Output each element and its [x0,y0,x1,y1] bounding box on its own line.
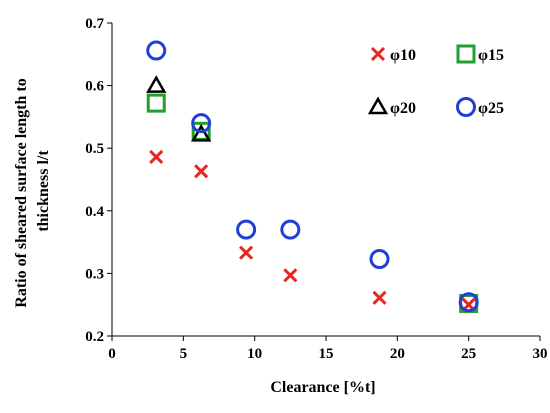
x-tick-label: 15 [319,346,334,362]
x-tick-label: 25 [461,346,476,362]
data-point-phi10 [149,149,164,165]
legend: φ10 φ15 φ20 φ25 [367,44,504,117]
data-point-phi10 [194,164,209,179]
data-point-phi10 [239,245,254,260]
x-marker-stroke [283,268,298,283]
data-point-phi10 [283,268,298,283]
data-point-phi20 [191,123,212,142]
x-axis-label: Clearance [%t] [270,379,375,396]
y-axis-label: Ratio of sheared surface length to thick… [13,74,52,307]
x-tick-label: 0 [108,346,116,362]
y-tick-label: 0.3 [85,266,104,282]
y-tick-label: 0.5 [85,141,104,157]
x-marker-stroke [372,290,387,305]
x-marker-stroke [370,46,386,62]
data-point-phi25 [458,292,479,313]
plot-frame [111,23,540,337]
x-marker-stroke [239,245,254,260]
x-tick-label: 5 [180,346,188,362]
legend-marker-phi15 [456,44,476,64]
y-tick-label: 0.7 [85,16,104,32]
data-point-phi10 [372,290,387,305]
x-tick-label: 20 [390,346,405,362]
legend-marker-phi25 [456,97,476,117]
y-tick-label: 0.4 [85,204,104,220]
data-point-phi20 [146,75,167,93]
x-marker-stroke [149,149,164,165]
y-axis-label-line-2: thickness l/t [35,150,52,232]
data-marks [146,40,479,313]
data-point-phi25 [280,219,301,240]
data-point-phi25 [236,219,257,240]
y-tick-label: 0.2 [85,329,104,345]
y-axis-ticks: 0.2 0.3 0.4 0.5 0.6 0.7 [85,16,112,345]
legend-label-phi25: φ25 [478,100,504,117]
legend-label-phi15: φ15 [478,47,504,64]
x-axis-ticks: 0 5 10 15 20 25 30 [108,336,548,362]
x-tick-label: 10 [247,346,262,362]
x-marker-stroke [194,164,209,179]
legend-marker-phi10 [370,46,386,62]
legend-marker-phi20 [367,96,389,115]
y-tick-label: 0.6 [85,79,104,95]
data-point-phi25 [146,40,167,61]
x-tick-label: 30 [533,346,548,362]
y-axis-label-line-1: Ratio of sheared surface length to [13,78,30,307]
data-point-phi25 [191,113,212,134]
legend-label-phi20: φ20 [390,100,416,117]
data-point-phi25 [369,249,390,270]
data-point-phi15 [146,93,166,113]
legend-label-phi10: φ10 [390,47,416,64]
